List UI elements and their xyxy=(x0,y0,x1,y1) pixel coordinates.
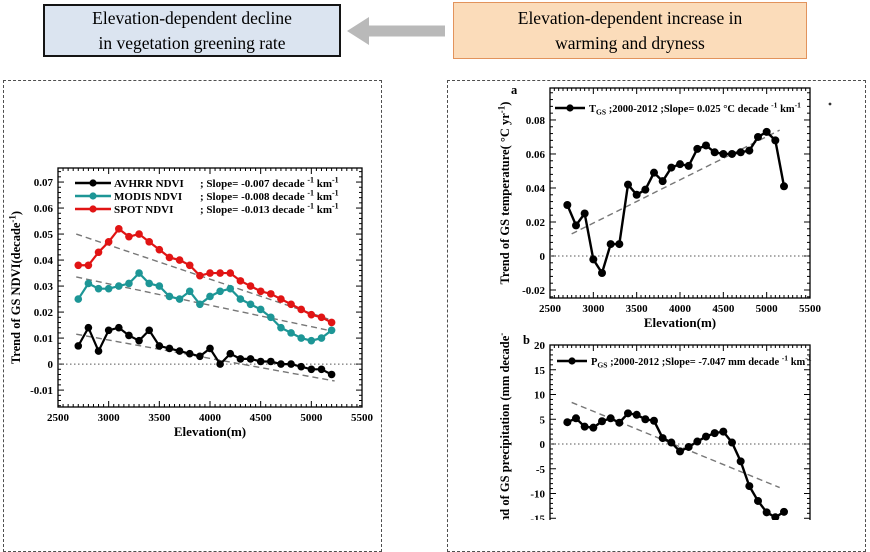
svg-text:5500: 5500 xyxy=(799,303,822,315)
svg-text:0.04: 0.04 xyxy=(526,183,546,195)
ndvi-xaxis-label: Elevation(m) xyxy=(174,424,246,439)
precip-panel-label: b xyxy=(523,333,530,347)
svg-text:0.08: 0.08 xyxy=(526,115,546,127)
precip-yaxis-label: Trend of GS precipitation (mm decade-1) xyxy=(497,333,513,520)
temp-yaxis-label: Trend of GS temperature( °C yr-1) xyxy=(497,102,513,285)
temperature-trend-chart: 2500 3000 3500 4000 4500 5000 5500 0.08 0.06 0.04… xyxy=(495,83,840,343)
svg-text:0.02: 0.02 xyxy=(526,217,546,229)
right-header-box: Elevation-dependent increase in warming … xyxy=(453,2,807,59)
svg-text:-0.01: -0.01 xyxy=(30,385,53,397)
ndvi-axes: 2500 3000 3500 4000 4500 5000 5500 0.07 0.06 0.05… xyxy=(30,167,374,424)
svg-text:4500: 4500 xyxy=(250,412,273,424)
svg-text:10: 10 xyxy=(534,390,546,402)
temp-panel-label: a xyxy=(511,85,518,97)
ndvi-trendline-2 xyxy=(76,233,335,322)
svg-text:0.01: 0.01 xyxy=(34,333,53,345)
svg-text:; Slope= -0.013 decade -1 km-1: ; Slope= -0.013 decade -1 km-1 xyxy=(200,202,339,217)
svg-text:-5: -5 xyxy=(536,464,546,476)
svg-text:2500: 2500 xyxy=(539,303,562,315)
temp-stray-dot xyxy=(828,102,832,106)
ndvi-series-spot-ndvi xyxy=(74,225,336,327)
svg-text:MODIS NDVI: MODIS NDVI xyxy=(114,191,182,203)
svg-text:0: 0 xyxy=(540,439,546,451)
right-header-line2: warming and dryness xyxy=(555,32,705,53)
temp-legend: TGS ;2000-2012 ;Slope= 0.025 °C decade -… xyxy=(555,101,801,117)
ndvi-series-modis-ndvi xyxy=(74,269,336,345)
svg-text:-10: -10 xyxy=(530,489,545,501)
left-header-line1: Elevation-dependent decline xyxy=(92,7,292,28)
svg-text:TGS ;2000-2012 ;Slope= 0.025 °: TGS ;2000-2012 ;Slope= 0.025 °C decade -… xyxy=(589,101,801,117)
svg-text:AVHRR NDVI: AVHRR NDVI xyxy=(114,178,184,190)
svg-text:3000: 3000 xyxy=(582,303,605,315)
svg-text:; Slope= -0.007 decade -1 km-1: ; Slope= -0.007 decade -1 km-1 xyxy=(200,176,339,191)
left-header-line2: in vegetation greening rate xyxy=(98,32,286,53)
precip-series-p-gs-2000-2012-slope-7-0 xyxy=(563,409,788,522)
svg-text:PGS ;2000-2012 ;Slope= -7.047: PGS ;2000-2012 ;Slope= -7.047 mm decade … xyxy=(591,354,812,370)
precip-plot-svg: 250030003500400045005000550020151050-5-1… xyxy=(497,324,812,552)
svg-text:15: 15 xyxy=(534,365,546,377)
precipitation-trend-chart: 250030003500400045005000550020151050-5-1… xyxy=(495,324,840,552)
precip-legend: PGS ;2000-2012 ;Slope= -7.047 mm decade … xyxy=(557,354,812,370)
temp-axes: 2500 3000 3500 4000 4500 5000 5500 0.08 0.06 0.04… xyxy=(522,87,822,315)
figure-canvas: { "header": { "left_box": { "line1": "El… xyxy=(3,2,866,552)
svg-text:0.06: 0.06 xyxy=(526,149,546,161)
svg-text:5: 5 xyxy=(540,414,546,426)
svg-text:-15: -15 xyxy=(530,513,545,520)
svg-text:0.03: 0.03 xyxy=(34,281,54,293)
svg-text:4500: 4500 xyxy=(712,303,735,315)
temp-series-t-gs-2000-2012-slope-0-0 xyxy=(563,127,788,278)
svg-text:SPOT NDVI: SPOT NDVI xyxy=(114,204,173,216)
left-header-box: Elevation-dependent decline in vegetatio… xyxy=(43,4,341,57)
ndvi-trendline-1 xyxy=(76,276,335,333)
precip-axes: 250030003500400045005000550020151050-5-1… xyxy=(530,340,811,552)
ndvi-trendline-0 xyxy=(76,333,335,382)
svg-text:0: 0 xyxy=(540,251,546,263)
svg-text:0.06: 0.06 xyxy=(34,203,54,215)
svg-text:5000: 5000 xyxy=(756,303,779,315)
svg-text:0.02: 0.02 xyxy=(34,307,54,319)
svg-text:0: 0 xyxy=(48,359,54,371)
ndvi-trend-chart: 2500 3000 3500 4000 4500 5000 5500 0.07 0.06 0.05… xyxy=(8,90,380,450)
left-arrow-icon xyxy=(347,17,445,45)
svg-text:20: 20 xyxy=(534,340,546,352)
right-header-line1: Elevation-dependent increase in xyxy=(517,7,743,28)
precip-trendline-0 xyxy=(571,401,780,489)
svg-text:3000: 3000 xyxy=(98,412,121,424)
temp-plot-svg: 2500 3000 3500 4000 4500 5000 5500 0.08 0.06 0.04… xyxy=(497,83,832,330)
ndvi-plot-svg: 2500 3000 3500 4000 4500 5000 5500 0.07 0.06 0.05… xyxy=(8,167,374,439)
svg-text:0.05: 0.05 xyxy=(34,229,54,241)
svg-text:4000: 4000 xyxy=(199,412,222,424)
svg-text:4000: 4000 xyxy=(669,303,692,315)
svg-text:3500: 3500 xyxy=(148,412,171,424)
svg-text:-0.02: -0.02 xyxy=(522,285,545,297)
svg-text:0.04: 0.04 xyxy=(34,255,54,267)
ndvi-yaxis-label: Trend of GS NDVI(decade-1) xyxy=(8,211,23,364)
ndvi-series-avhrr-ndvi xyxy=(74,323,336,379)
temp-xaxis-label: Elevation(m) xyxy=(644,315,716,330)
svg-text:5000: 5000 xyxy=(300,412,323,424)
svg-text:0.07: 0.07 xyxy=(34,177,54,189)
ndvi-legend: AVHRR NDVI ; Slope= -0.007 decade -1 km-1… xyxy=(75,176,339,217)
svg-text:; Slope= -0.008 decade -1 km-1: ; Slope= -0.008 decade -1 km-1 xyxy=(200,189,339,204)
svg-text:2500: 2500 xyxy=(47,412,70,424)
svg-text:3500: 3500 xyxy=(626,303,649,315)
temp-trendline-0 xyxy=(571,129,780,235)
svg-text:5500: 5500 xyxy=(351,412,374,424)
